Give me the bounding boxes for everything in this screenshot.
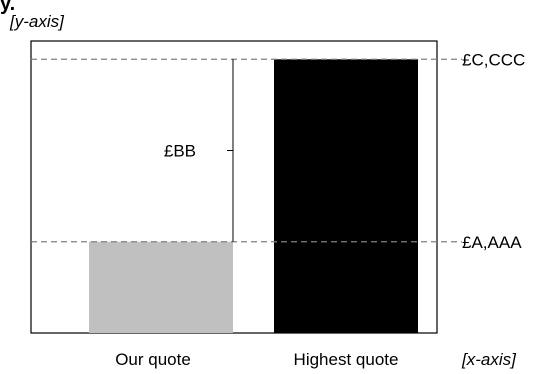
y-tick-label-low: £A,AAA xyxy=(462,233,522,252)
difference-label: £BB xyxy=(164,142,196,161)
x-category-label-our-quote: Our quote xyxy=(115,350,191,369)
partial-title-fragment: y. xyxy=(0,0,15,15)
x-category-label-highest-quote: Highest quote xyxy=(294,350,399,369)
bar-our-quote xyxy=(89,241,233,333)
y-tick-label-high: £C,CCC xyxy=(462,50,525,69)
bar-highest-quote xyxy=(274,59,418,333)
plot-frame xyxy=(30,40,438,334)
bars-group xyxy=(89,59,418,333)
x-axis-label: [x-axis] xyxy=(461,350,517,369)
y-axis-label: [y-axis] xyxy=(9,12,65,31)
